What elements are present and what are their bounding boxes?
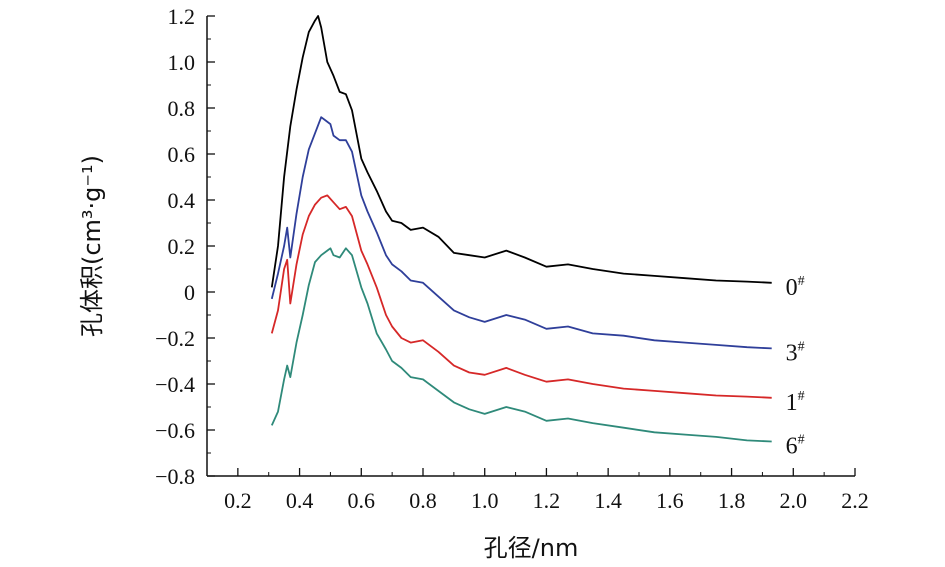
x-tick-label: 2.2: [841, 488, 869, 513]
x-tick-label: 2.0: [780, 488, 808, 513]
series-label-3: 3#: [786, 339, 805, 366]
y-tick-label: 0.6: [168, 142, 196, 167]
y-tick-label: −0.6: [155, 418, 195, 443]
x-tick-label: 0.6: [348, 488, 376, 513]
x-tick-label: 1.4: [594, 488, 622, 513]
series-layer: [270, 15, 772, 443]
ticks-layer: 0.2 0.4 0.6 0.8 1.0 1.2 1.4 1.6 1.8 2.0 2.2 1.2 1.0 0…: [155, 4, 869, 513]
series-label-1: 1#: [786, 389, 805, 416]
x-tick-label: 0.2: [224, 488, 252, 513]
x-tick-label: 0.8: [409, 488, 437, 513]
y-tick-label: 0.8: [168, 96, 196, 121]
series-labels: 0# 3# 1# 6#: [786, 274, 805, 460]
axes-layer: [206, 16, 855, 477]
y-tick-label: −0.4: [155, 372, 195, 397]
x-tick-label: 1.6: [656, 488, 684, 513]
y-axis-title: 孔体积(cm³·g⁻¹): [78, 155, 106, 337]
x-tick-label: 1.0: [471, 488, 499, 513]
x-tick-label: 0.4: [286, 488, 314, 513]
y-tick-label: 0.2: [168, 234, 196, 259]
series-line-1: [270, 194, 772, 399]
y-tick-label: 0: [184, 280, 195, 305]
y-tick-label: 0.4: [168, 188, 196, 213]
x-tick-label: 1.8: [718, 488, 746, 513]
y-tick-label: 1.0: [168, 50, 196, 75]
y-tick-label: −0.2: [155, 326, 195, 351]
x-tick-label: 1.2: [533, 488, 561, 513]
x-axis-title: 孔径/nm: [484, 534, 579, 562]
y-tick-label: 1.2: [168, 4, 196, 29]
y-tick-label: −0.8: [155, 464, 195, 489]
series-label-0: 0#: [786, 274, 805, 301]
series-line-0: [270, 15, 772, 288]
series-label-6: 6#: [786, 433, 805, 460]
series-line-6: [270, 247, 772, 443]
series-line-3: [270, 116, 772, 350]
